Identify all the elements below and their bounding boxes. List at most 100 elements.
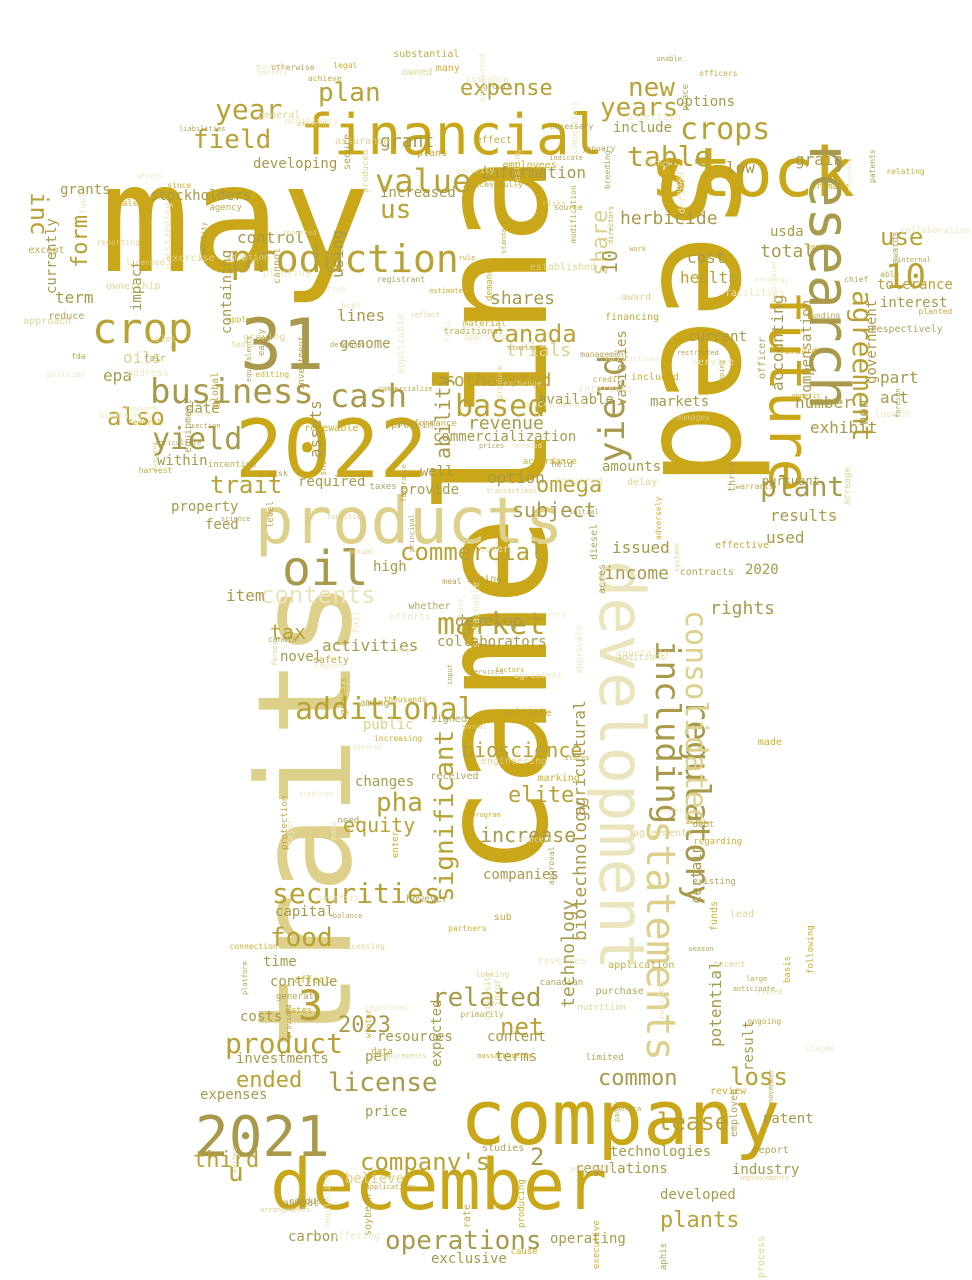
cloud-word: information xyxy=(480,163,586,182)
cloud-word: 2020 xyxy=(745,562,779,578)
cloud-word: common xyxy=(598,1066,678,1091)
cloud-word-small: aphis xyxy=(658,1243,669,1271)
cloud-word-small: uncertain xyxy=(626,112,681,124)
cloud-word-small: approach xyxy=(23,316,72,328)
cloud-word-small: recent xyxy=(713,959,746,970)
cloud-word: operations xyxy=(385,1226,542,1256)
cloud-word-small: following xyxy=(805,925,816,974)
cloud-word-small: included xyxy=(630,372,680,384)
cloud-word-small: facilities xyxy=(724,287,785,299)
cloud-word: license xyxy=(328,1068,438,1098)
cloud-word: developed xyxy=(660,1187,736,1203)
cloud-word-small: diesel xyxy=(589,523,601,560)
cloud-word-small: ongoing xyxy=(747,1017,782,1027)
cloud-word-small: liabilities xyxy=(179,125,226,134)
cloud-word-small: data xyxy=(371,1046,393,1057)
cloud-word-small: corn xyxy=(548,611,566,620)
cloud-word: continue xyxy=(270,974,338,990)
cloud-word: significant xyxy=(430,729,460,902)
cloud-word-small: affect xyxy=(294,975,331,987)
cloud-word: act xyxy=(880,388,909,407)
cloud-word-small: limited xyxy=(585,1052,624,1063)
cloud-word-small: services xyxy=(469,667,504,676)
cloud-word-small: major xyxy=(286,818,297,847)
cloud-word-small: patents xyxy=(867,149,877,184)
cloud-word-small: approved xyxy=(463,332,508,343)
cloud-word-small: primary xyxy=(810,182,849,193)
cloud-word-small: internal xyxy=(897,255,931,264)
cloud-word: epa xyxy=(103,366,132,385)
cloud-word-small: ownership xyxy=(106,280,161,292)
cloud-word: term xyxy=(55,288,94,307)
cloud-word-small: maintain xyxy=(661,807,696,816)
cloud-word-small: framework xyxy=(119,405,158,414)
cloud-word-small: approval xyxy=(546,846,556,886)
cloud-word-small: board xyxy=(457,599,466,621)
cloud-word: changes xyxy=(355,774,415,790)
cloud-word-small: multiple xyxy=(503,708,552,720)
cloud-word: current xyxy=(688,329,748,345)
cloud-word: shares xyxy=(490,288,556,309)
cloud-word: part xyxy=(880,368,919,387)
cloud-word-small: level xyxy=(265,500,276,528)
cloud-word-small: accordance xyxy=(522,457,577,468)
cloud-word-small: since xyxy=(167,180,192,190)
cloud-word-small: negatively xyxy=(284,117,339,128)
cloud-word: financial xyxy=(300,103,604,168)
cloud-word: well xyxy=(420,464,454,480)
cloud-word-small: short xyxy=(319,449,330,477)
cloud-word-small: benefits xyxy=(316,894,360,905)
cloud-word: plants xyxy=(660,1208,740,1233)
cloud-word-small: received xyxy=(430,770,479,782)
cloud-word-small: filed xyxy=(761,987,783,996)
cloud-word-small: reporting xyxy=(96,238,140,248)
cloud-word: 10 xyxy=(598,249,622,274)
cloud-word-small: sale xyxy=(116,198,139,209)
cloud-word-small: employees xyxy=(502,159,557,171)
cloud-word-small: registrant xyxy=(376,274,426,284)
cloud-word: us xyxy=(380,195,412,225)
cloud-word-small: delay xyxy=(627,477,658,489)
cloud-word-small: incurred xyxy=(554,475,603,487)
cloud-word-small: investment xyxy=(297,335,307,391)
cloud-word-small: chief xyxy=(844,275,869,285)
cloud-word: certain xyxy=(689,844,705,904)
cloud-word-small: partners xyxy=(448,923,487,933)
cloud-word-small: studies xyxy=(482,1142,525,1154)
cloud-word-small: standards xyxy=(500,216,509,255)
cloud-word: years xyxy=(600,93,679,123)
cloud-word-small: program xyxy=(471,810,501,819)
cloud-word-small: winter xyxy=(364,1008,374,1038)
cloud-word-small: condition xyxy=(327,512,365,521)
cloud-word: grants xyxy=(60,182,111,198)
cloud-word-small: plans xyxy=(417,148,448,160)
cloud-word-small: produce xyxy=(495,365,505,399)
cloud-word-small: revenues xyxy=(537,956,587,968)
cloud-word-small: growers xyxy=(338,677,349,716)
cloud-word: interest xyxy=(880,295,948,311)
cloud-word-small: executive xyxy=(592,1220,603,1270)
cloud-word: tax xyxy=(270,620,307,644)
cloud-word-small: cause xyxy=(510,1246,538,1257)
cloud-word-small: reflect xyxy=(410,311,441,320)
cloud-word-small: work xyxy=(629,244,647,253)
cloud-word-small: incur xyxy=(493,978,504,1006)
cloud-word-small: agency xyxy=(209,202,242,213)
cloud-word: content xyxy=(487,1029,547,1045)
cloud-word-small: officer xyxy=(757,336,769,379)
cloud-word-small: employee xyxy=(729,1088,741,1137)
cloud-word-small: place xyxy=(681,84,692,112)
cloud-word-small: fuel xyxy=(78,192,89,215)
cloud-word-small: input xyxy=(446,664,455,686)
cloud-word: activities xyxy=(322,636,419,655)
cloud-word-small: anticipate xyxy=(732,985,775,994)
cloud-word-small: agriculture xyxy=(154,439,202,448)
cloud-word: form xyxy=(68,215,93,268)
cloud-word-small: renewable xyxy=(304,422,359,434)
cloud-word-small: sub xyxy=(493,912,512,924)
cloud-word: also xyxy=(107,403,165,431)
cloud-word-small: initial xyxy=(569,507,599,516)
cloud-word: 31 xyxy=(240,304,325,386)
cloud-word: production xyxy=(230,237,459,281)
cloud-word-small: matters xyxy=(258,68,288,77)
